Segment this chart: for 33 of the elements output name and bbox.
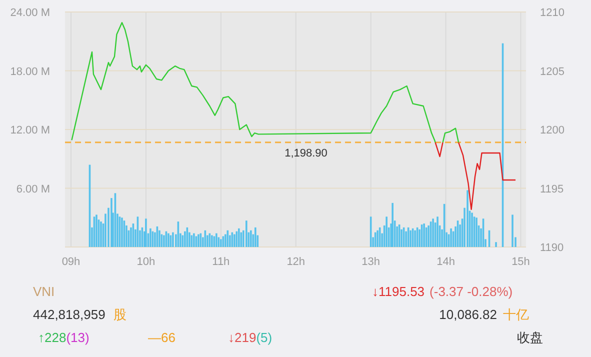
text: 442,818,959: [33, 307, 106, 322]
y2-tick-label: 1210: [540, 7, 564, 19]
text: 股: [113, 307, 126, 322]
line-series: [442, 128, 460, 144]
y2-tick-label: 1200: [540, 124, 564, 136]
x-tick-label: 14h: [436, 256, 455, 268]
line-series: [458, 142, 516, 210]
text: (-3.37 -0.28%): [430, 284, 513, 299]
x-tick-label: 10h: [136, 256, 156, 268]
y-tick-label: 24.00 M: [10, 7, 50, 19]
line-series: [71, 22, 436, 144]
text: (13): [66, 330, 90, 345]
text: VNI: [33, 284, 55, 299]
text: 收盘: [517, 330, 543, 345]
text: —66: [148, 330, 176, 345]
text: ↓1195.53: [372, 284, 425, 299]
text: 10,086.82: [439, 307, 497, 322]
text: ↓219: [228, 330, 256, 345]
y2-tick-label: 1190: [540, 242, 564, 254]
x-tick-label: 15h: [512, 256, 530, 268]
y-tick-label: 18.00 M: [10, 66, 50, 78]
x-tick-label: 09h: [62, 256, 80, 268]
x-tick-label: 12h: [286, 256, 306, 268]
y2-tick-label: 1195: [540, 183, 564, 196]
y-tick-label: 12.00 M: [10, 124, 50, 136]
y-tick-label: 6.00 M: [16, 183, 50, 196]
text: ↑228: [38, 330, 66, 345]
text: (5): [256, 330, 272, 345]
text: 十亿: [503, 307, 529, 322]
x-tick-label: 13h: [362, 256, 380, 268]
y2-tick-label: 1205: [540, 66, 564, 78]
x-tick-label: 11h: [212, 256, 230, 268]
ref-line-label: 1,198.90: [284, 147, 328, 160]
